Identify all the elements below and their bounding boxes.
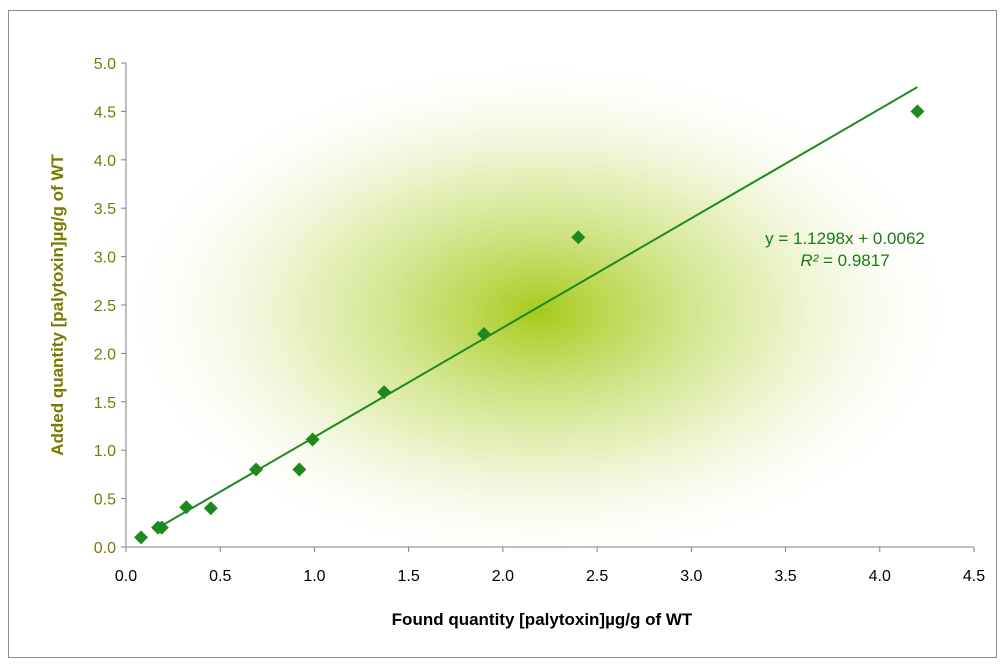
- x-tick-label: 1.0: [303, 568, 325, 585]
- y-tick-label: 2.5: [94, 298, 116, 315]
- data-point: [305, 432, 320, 447]
- data-point: [377, 385, 392, 400]
- y-tick-label: 5.0: [94, 56, 116, 73]
- y-tick-label: 1.0: [94, 443, 116, 460]
- x-tick-label: 4.5: [963, 568, 985, 585]
- trendline-layer: [153, 86, 918, 531]
- axes: [121, 62, 975, 552]
- y-tick-label: 1.5: [94, 395, 116, 412]
- r-squared-label: R² = 0.9817: [800, 251, 889, 270]
- x-tick-label: 2.5: [586, 568, 608, 585]
- y-tick-label: 4.5: [94, 104, 116, 121]
- plot-background-glow: [110, 52, 970, 572]
- y-tick-label: 3.0: [94, 250, 116, 267]
- data-point: [203, 501, 218, 516]
- y-axis-label: Added quantity [palytoxin]µg/g of WT: [48, 154, 67, 456]
- x-tick-label: 4.0: [869, 568, 891, 585]
- tick-labels: 0.0 0.5 1.0 1.5 2.0 2.5 3.0 3.5 4.0 4.5 5.0 0.0 0.5 1…: [94, 56, 985, 585]
- data-points: [134, 104, 925, 545]
- x-tick-label: 3.0: [680, 568, 702, 585]
- x-axis-label: Found quantity [palytoxin]µg/g of WT: [392, 610, 693, 629]
- data-point: [154, 520, 169, 535]
- y-tick-label: 2.0: [94, 346, 116, 363]
- data-point: [179, 500, 194, 515]
- r-squared-prefix: R²: [800, 251, 819, 270]
- y-tick-label: 4.0: [94, 153, 116, 170]
- x-tick-label: 1.5: [398, 568, 420, 585]
- data-point: [571, 230, 586, 245]
- x-tick-label: 3.5: [774, 568, 796, 585]
- data-point: [910, 104, 925, 119]
- data-point: [249, 462, 264, 477]
- x-tick-label: 2.0: [492, 568, 514, 585]
- data-point: [477, 327, 492, 342]
- data-point: [134, 530, 149, 545]
- x-tick-label: 0.0: [115, 568, 137, 585]
- trendline: [153, 86, 918, 531]
- y-tick-label: 3.5: [94, 201, 116, 218]
- y-tick-label: 0.0: [94, 540, 116, 557]
- r-squared-value: = 0.9817: [818, 251, 889, 270]
- equation-label: y = 1.1298x + 0.0062: [765, 229, 925, 248]
- data-point: [292, 462, 307, 477]
- y-tick-label: 0.5: [94, 492, 116, 509]
- x-tick-label: 0.5: [209, 568, 231, 585]
